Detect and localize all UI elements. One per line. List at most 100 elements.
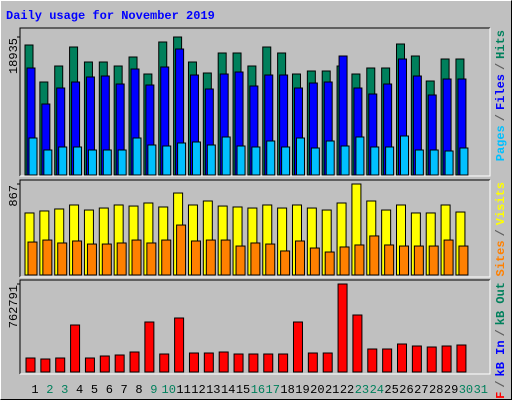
legend-separator: / — [494, 63, 508, 70]
bar — [441, 345, 452, 373]
bar — [340, 145, 350, 176]
x-tick-label: 25 — [384, 383, 398, 397]
x-tick-label: 15 — [236, 383, 250, 397]
bar — [161, 239, 172, 276]
legend-entry: kB F — [494, 392, 508, 400]
bar — [99, 355, 110, 373]
legend-separator: / — [494, 329, 508, 336]
bar — [307, 352, 318, 373]
bar — [101, 243, 112, 276]
x-tick-label: 30 — [459, 383, 473, 397]
bar — [295, 137, 305, 176]
bar — [266, 140, 276, 176]
legend-separator: / — [494, 229, 508, 236]
bar — [114, 354, 125, 373]
legend-separator: / — [494, 380, 508, 387]
bar — [176, 224, 187, 276]
bar — [236, 145, 246, 176]
bar — [400, 135, 409, 176]
x-tick-label: 24 — [370, 383, 384, 397]
bar — [131, 239, 142, 276]
bar — [250, 242, 261, 276]
bar — [370, 146, 380, 176]
bar — [191, 141, 201, 176]
x-tick-label: 28 — [429, 383, 443, 397]
bar — [203, 352, 214, 373]
bar — [116, 242, 127, 276]
x-tick-label: 7 — [121, 383, 128, 397]
x-tick-label: 29 — [444, 383, 458, 397]
plot-border-light — [20, 180, 491, 278]
bar — [144, 321, 155, 373]
bar — [206, 144, 216, 176]
bar — [309, 247, 320, 276]
bar — [263, 353, 274, 373]
bar — [251, 146, 261, 176]
bar — [443, 239, 454, 276]
bar — [429, 149, 439, 176]
bar — [248, 353, 259, 373]
bar — [146, 242, 157, 276]
plot-border-light — [20, 28, 491, 177]
chart-title: Daily usage for November 2019 — [6, 9, 215, 23]
x-tick-label: 17 — [266, 383, 280, 397]
x-tick-label: 23 — [355, 383, 369, 397]
legend-entry: Hits — [494, 30, 508, 59]
bar — [205, 239, 216, 276]
x-tick-label: 13 — [206, 383, 220, 397]
x-tick-label: 10 — [162, 383, 176, 397]
bar — [382, 348, 393, 373]
x-tick-label: 16 — [251, 383, 265, 397]
plot-border-light — [20, 280, 491, 375]
bar — [86, 243, 97, 276]
bar — [25, 357, 36, 373]
legend-entry: Files — [494, 74, 508, 110]
bar — [397, 343, 407, 373]
x-tick-label: 18 — [280, 383, 294, 397]
bar — [102, 149, 112, 176]
x-tick-label: 8 — [135, 383, 142, 397]
bar — [384, 244, 395, 276]
bar — [27, 241, 38, 276]
bar — [426, 346, 437, 373]
bar — [174, 317, 185, 373]
x-tick-label: 27 — [414, 383, 428, 397]
legend-entry: kB In — [494, 340, 508, 376]
y-tick-label: 762791 — [7, 285, 21, 328]
bar — [129, 351, 140, 373]
x-tick-label: 2 — [46, 383, 53, 397]
bar — [42, 239, 53, 276]
bar — [459, 147, 469, 176]
bar — [385, 146, 395, 176]
bar — [218, 351, 229, 373]
legend: Sites / Visits — [494, 182, 508, 276]
bar — [159, 353, 170, 373]
bar — [117, 149, 127, 176]
y-tick-label: 867 — [7, 185, 21, 207]
bar — [294, 240, 305, 276]
bar — [70, 324, 81, 373]
bar — [369, 235, 380, 276]
bar — [456, 344, 467, 373]
bar — [190, 240, 201, 276]
bar — [132, 137, 142, 176]
bar — [310, 147, 320, 176]
bar — [233, 353, 244, 373]
bar — [40, 358, 51, 373]
bar — [337, 283, 348, 373]
bar — [278, 353, 289, 373]
y-tick-label: 18935 — [7, 38, 21, 74]
bar — [322, 352, 333, 373]
x-tick-label: 21 — [325, 383, 339, 397]
x-tick-label: 26 — [399, 383, 413, 397]
bar — [73, 146, 83, 176]
legend: kB F / kB In / kB Out — [494, 282, 508, 400]
legend-entry: kB Out — [494, 282, 508, 325]
bar — [55, 357, 66, 373]
bar — [235, 245, 246, 276]
bar — [58, 146, 68, 176]
bar — [339, 246, 350, 276]
bar — [43, 149, 53, 176]
plot-border-dark — [19, 279, 490, 374]
